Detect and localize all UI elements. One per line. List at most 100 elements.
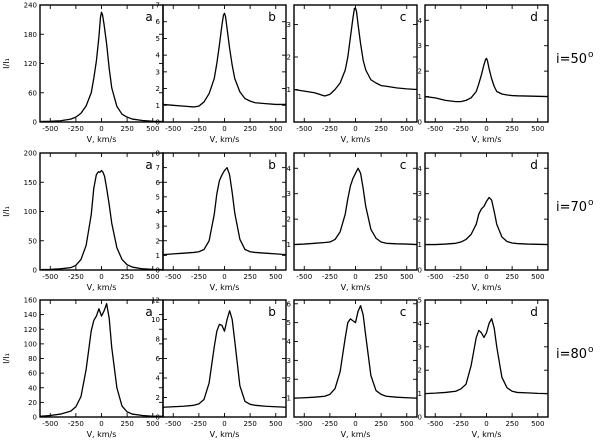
y-tick-label: 6 — [287, 300, 292, 308]
y-tick-label: 3 — [287, 190, 291, 198]
x-tick-label: 250 — [120, 273, 133, 281]
y-tick-label: 0 — [418, 119, 422, 127]
y-tick-label: 0 — [418, 267, 422, 275]
panel-label: a — [145, 158, 152, 172]
y-tick-label: 4 — [418, 320, 423, 328]
y-tick-label: 6 — [156, 18, 161, 26]
line-series — [293, 305, 418, 399]
x-tick-label: -500 — [165, 273, 181, 281]
x-tick-label: 0 — [99, 125, 103, 133]
y-tick-label: 1 — [418, 241, 422, 249]
x-tick-label: 500 — [531, 273, 544, 281]
inclination-label: i=50 — [556, 52, 587, 67]
y-tick-label: 140 — [24, 311, 37, 319]
line-series — [424, 318, 549, 395]
x-tick-label: 250 — [243, 273, 256, 281]
x-tick-label: 250 — [505, 273, 518, 281]
y-tick-label: 2 — [156, 85, 160, 93]
y-tick-label: 2 — [156, 237, 160, 245]
y-tick-label: 8 — [156, 150, 160, 158]
panel-r3d: -500 -250 0 250 500 0 1 2 3 4 5 V, km/s d — [418, 297, 549, 439]
y-tick-label: 3 — [418, 190, 422, 198]
inclination-degree-mark: o — [588, 50, 594, 60]
x-axis-label: V, km/s — [472, 430, 502, 439]
inclination-degree-mark: o — [588, 345, 594, 355]
y-tick-label: 3 — [156, 223, 160, 231]
x-axis-label: V, km/s — [341, 283, 371, 292]
y-tick-label: 1 — [156, 102, 160, 110]
line-series — [162, 310, 287, 408]
panel-label: b — [268, 10, 276, 24]
x-tick-label: -500 — [42, 125, 58, 133]
line-series — [39, 11, 164, 123]
y-tick-label: 2 — [287, 376, 291, 384]
y-tick-label: 160 — [24, 297, 37, 305]
y-tick-label: 2 — [418, 216, 422, 224]
x-tick-label: -250 — [322, 420, 338, 428]
line-series — [39, 169, 164, 271]
line-series — [162, 12, 286, 108]
y-tick-label: 100 — [24, 340, 37, 348]
panel-r1d: -500 -250 0 250 500 0 1 2 3 4 V, km/s d — [418, 4, 549, 144]
y-tick-label: 2 — [418, 68, 422, 76]
x-tick-label: -500 — [427, 125, 443, 133]
x-tick-label: -250 — [191, 125, 207, 133]
x-tick-label: -250 — [68, 125, 84, 133]
y-axis-label: I/I₁ — [2, 353, 11, 364]
plot-frame — [293, 4, 418, 123]
y-axis-label: I/I₁ — [2, 206, 11, 217]
x-tick-label: -250 — [453, 273, 469, 281]
y-axis-label: I/I₁ — [2, 58, 11, 69]
y-tick-label: 50 — [28, 237, 37, 245]
x-tick-label: 250 — [120, 420, 133, 428]
x-tick-label: 0 — [222, 273, 226, 281]
x-tick-label: 0 — [222, 420, 226, 428]
x-tick-label: 500 — [400, 420, 413, 428]
y-tick-label: 80 — [28, 355, 37, 363]
x-tick-label: 250 — [243, 125, 256, 133]
y-tick-label: 120 — [24, 326, 37, 334]
x-tick-label: -500 — [165, 420, 181, 428]
y-tick-label: 0 — [33, 267, 37, 275]
x-tick-label: 0 — [222, 125, 226, 133]
y-tick-label: 180 — [24, 31, 37, 39]
panel-label: b — [268, 305, 276, 319]
x-tick-label: -250 — [322, 125, 338, 133]
x-tick-label: 0 — [353, 273, 357, 281]
line-series — [425, 196, 549, 246]
panel-label: a — [145, 10, 152, 24]
y-tick-label: 5 — [156, 35, 160, 43]
x-tick-label: 250 — [243, 420, 256, 428]
y-tick-label: 8 — [156, 336, 160, 344]
y-tick-label: 10 — [151, 316, 160, 324]
panel-label: d — [530, 10, 538, 24]
x-tick-label: -500 — [42, 273, 58, 281]
panel-label: a — [145, 305, 152, 319]
plot-frame — [293, 152, 418, 271]
y-tick-label: 4 — [287, 338, 292, 346]
x-tick-label: -250 — [68, 273, 84, 281]
x-tick-label: -250 — [191, 420, 207, 428]
y-tick-label: 1 — [287, 241, 291, 249]
y-tick-label: 0 — [33, 414, 37, 422]
x-tick-label: 0 — [99, 273, 103, 281]
y-tick-label: 200 — [24, 150, 37, 158]
x-tick-label: 0 — [484, 273, 488, 281]
x-tick-label: 500 — [146, 420, 159, 428]
x-tick-label: -250 — [68, 420, 84, 428]
x-axis-label: V, km/s — [341, 430, 371, 439]
y-tick-label: 40 — [28, 384, 37, 392]
inclination-label: i=70 — [556, 200, 587, 215]
y-tick-label: 7 — [156, 164, 160, 172]
y-tick-label: 120 — [24, 60, 37, 68]
panel-r2b: -500 -250 0 250 500 0 1 2 3 4 5 6 7 8 V, km/s b — [156, 150, 287, 292]
y-tick-label: 7 — [156, 2, 160, 10]
y-tick-label: 20 — [28, 399, 37, 407]
y-tick-label: 6 — [156, 179, 161, 187]
x-axis-label: V, km/s — [472, 135, 502, 144]
x-axis-label: V, km/s — [210, 430, 240, 439]
